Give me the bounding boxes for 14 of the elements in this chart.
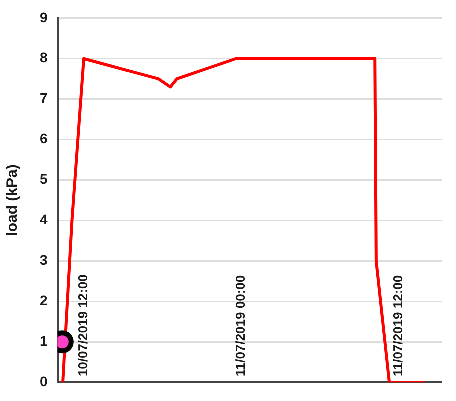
y-tick-label: 3 [40, 252, 48, 268]
y-tick-label: 7 [40, 90, 48, 106]
y-tick-label: 6 [40, 130, 48, 147]
y-tick-label: 1 [40, 332, 48, 349]
x-tick-label: 10/07/2019 12:00 [76, 274, 91, 377]
x-tick-label: 11/07/2019 00:00 [232, 275, 248, 377]
x-tick-label: 11/07/2019 12:00 [390, 275, 406, 377]
y-tick-label: 5 [40, 171, 48, 188]
y-axis-title: load (kPa) [4, 164, 22, 236]
y-tick-label: 9 [40, 9, 48, 26]
y-tick-label: 8 [40, 50, 48, 66]
y-tick-label: 4 [40, 212, 48, 228]
y-tick-label: 2 [40, 292, 48, 309]
y-tick-label: 0 [40, 373, 48, 390]
